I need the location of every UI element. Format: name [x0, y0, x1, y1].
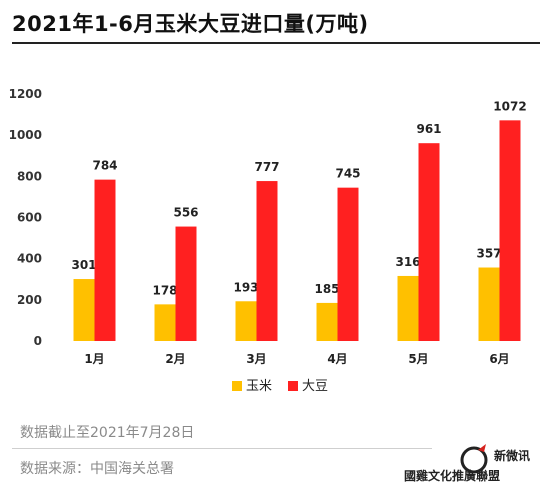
y-tick-label: 0	[34, 334, 42, 348]
bar-corn	[154, 304, 176, 341]
bar-corn	[478, 267, 500, 341]
x-category-label: 1月	[84, 352, 104, 366]
x-category-label: 5月	[408, 352, 428, 366]
bar-soybean	[256, 181, 278, 341]
x-axis-categories: 1月 2月 3月 4月 5月 6月	[84, 352, 509, 366]
legend-swatch	[288, 381, 298, 391]
data-label: 961	[416, 122, 441, 136]
bar-corn	[73, 279, 95, 341]
bar-corn	[235, 301, 257, 341]
bars: 301 784 178 556 193 777 185 745 316 961 357 1072	[71, 99, 527, 341]
bar-soybean	[337, 187, 359, 341]
data-label: 556	[173, 206, 198, 220]
data-label: 178	[152, 283, 177, 297]
data-label: 193	[233, 280, 258, 294]
y-tick-label: 400	[17, 252, 42, 266]
bar-soybean	[418, 143, 440, 341]
y-tick-label: 600	[17, 211, 42, 225]
data-label: 357	[476, 247, 501, 261]
x-category-label: 6月	[489, 352, 509, 366]
data-label: 784	[92, 159, 117, 173]
bar-soybean	[175, 226, 197, 341]
chart-title: 2021年1-6月玉米大豆进口量(万吨)	[12, 12, 369, 36]
watermark-account: 新微讯	[494, 448, 530, 463]
x-category-label: 2月	[165, 352, 185, 366]
y-tick-label: 800	[17, 169, 42, 183]
legend-swatch	[232, 381, 242, 391]
data-cutoff-note: 数据截止至2021年7月28日	[20, 425, 195, 441]
bar-chart: 0 200 400 600 800 1000 1200 301 784 178 556 193 777…	[9, 87, 527, 394]
data-label: 777	[254, 160, 279, 174]
bar-corn	[316, 302, 338, 341]
legend-label: 玉米	[246, 379, 272, 394]
y-tick-label: 1000	[9, 128, 42, 142]
data-source: 数据来源：中国海关总署	[20, 461, 174, 477]
rooster-logo-icon	[460, 444, 488, 474]
bar-soybean	[499, 120, 521, 341]
title-underline	[12, 42, 540, 44]
y-tick-label: 200	[17, 293, 42, 307]
data-label: 301	[71, 258, 96, 272]
data-label: 1072	[493, 99, 526, 113]
data-label: 185	[314, 282, 339, 296]
legend-label: 大豆	[302, 379, 328, 394]
data-label: 745	[335, 167, 360, 181]
bar-corn	[397, 275, 419, 341]
x-category-label: 4月	[327, 352, 347, 366]
data-label: 316	[395, 255, 420, 269]
bar-soybean	[94, 179, 116, 341]
x-category-label: 3月	[246, 352, 266, 366]
y-tick-label: 1200	[9, 87, 42, 101]
footer-divider	[12, 448, 432, 449]
brand-watermark: 新微讯 國雞文化推廣聯盟	[404, 444, 530, 483]
legend: 玉米 大豆	[232, 379, 328, 394]
watermark-brand: 國雞文化推廣聯盟	[404, 468, 500, 483]
y-axis-ticks: 0 200 400 600 800 1000 1200	[9, 87, 42, 348]
